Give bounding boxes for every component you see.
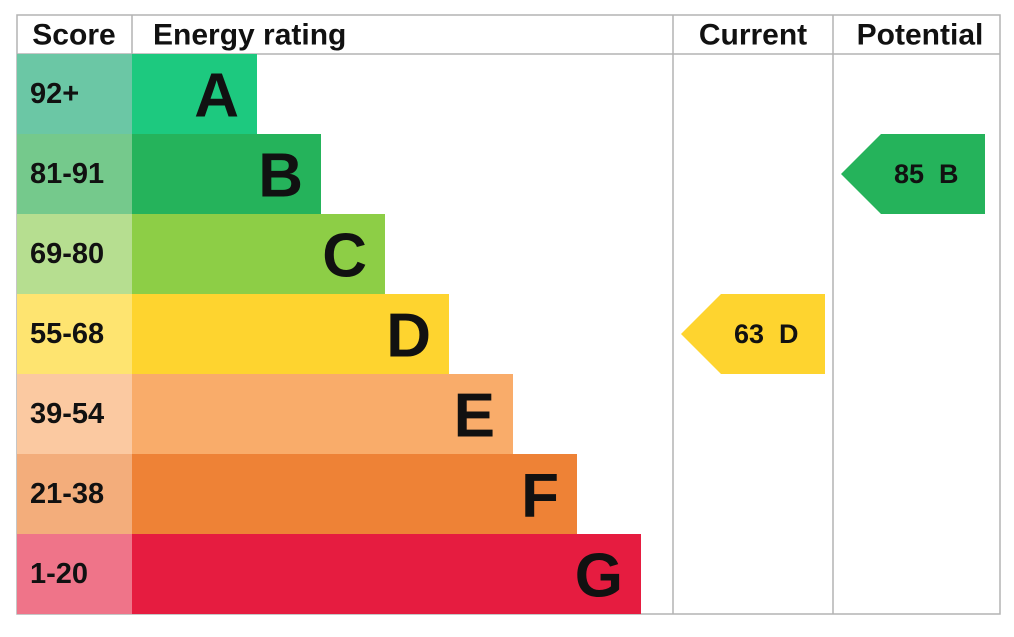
rating-letter: F — [521, 462, 559, 531]
rating-value: 63 — [734, 319, 764, 349]
rating-bar — [132, 54, 257, 134]
rating-arrow — [681, 294, 825, 374]
rating-bar — [132, 294, 449, 374]
score-label: 81-91 — [30, 158, 104, 190]
header-current: Current — [699, 19, 807, 52]
rating-value: 85 — [894, 159, 924, 189]
score-label: 1-20 — [30, 558, 88, 590]
score-label: 55-68 — [30, 318, 104, 350]
rating-letter: E — [454, 382, 495, 451]
rating-letter: G — [575, 542, 623, 611]
header-rating: Energy rating — [153, 19, 346, 52]
score-cell — [17, 374, 132, 454]
rating-letter: C — [322, 222, 367, 291]
score-cell — [17, 454, 132, 534]
score-label: 92+ — [30, 78, 79, 110]
score-cell — [17, 534, 132, 614]
score-cell — [17, 134, 132, 214]
rating-letter: B — [258, 142, 303, 211]
score-cell — [17, 54, 132, 134]
rating-bar — [132, 534, 641, 614]
rating-letter: D — [386, 302, 431, 371]
score-label: 21-38 — [30, 478, 104, 510]
header-potential: Potential — [857, 19, 984, 52]
rating-bar — [132, 134, 321, 214]
rating-letter: A — [194, 62, 239, 131]
score-label: 39-54 — [30, 398, 104, 430]
rating-bar — [132, 214, 385, 294]
rating-bar — [132, 454, 577, 534]
rating-arrow — [841, 134, 985, 214]
header-score: Score — [32, 19, 115, 52]
rating-value-letter: B — [939, 159, 959, 189]
score-cell — [17, 294, 132, 374]
rating-bar — [132, 374, 513, 454]
score-label: 69-80 — [30, 238, 104, 270]
rating-value-letter: D — [779, 319, 799, 349]
score-cell — [17, 214, 132, 294]
